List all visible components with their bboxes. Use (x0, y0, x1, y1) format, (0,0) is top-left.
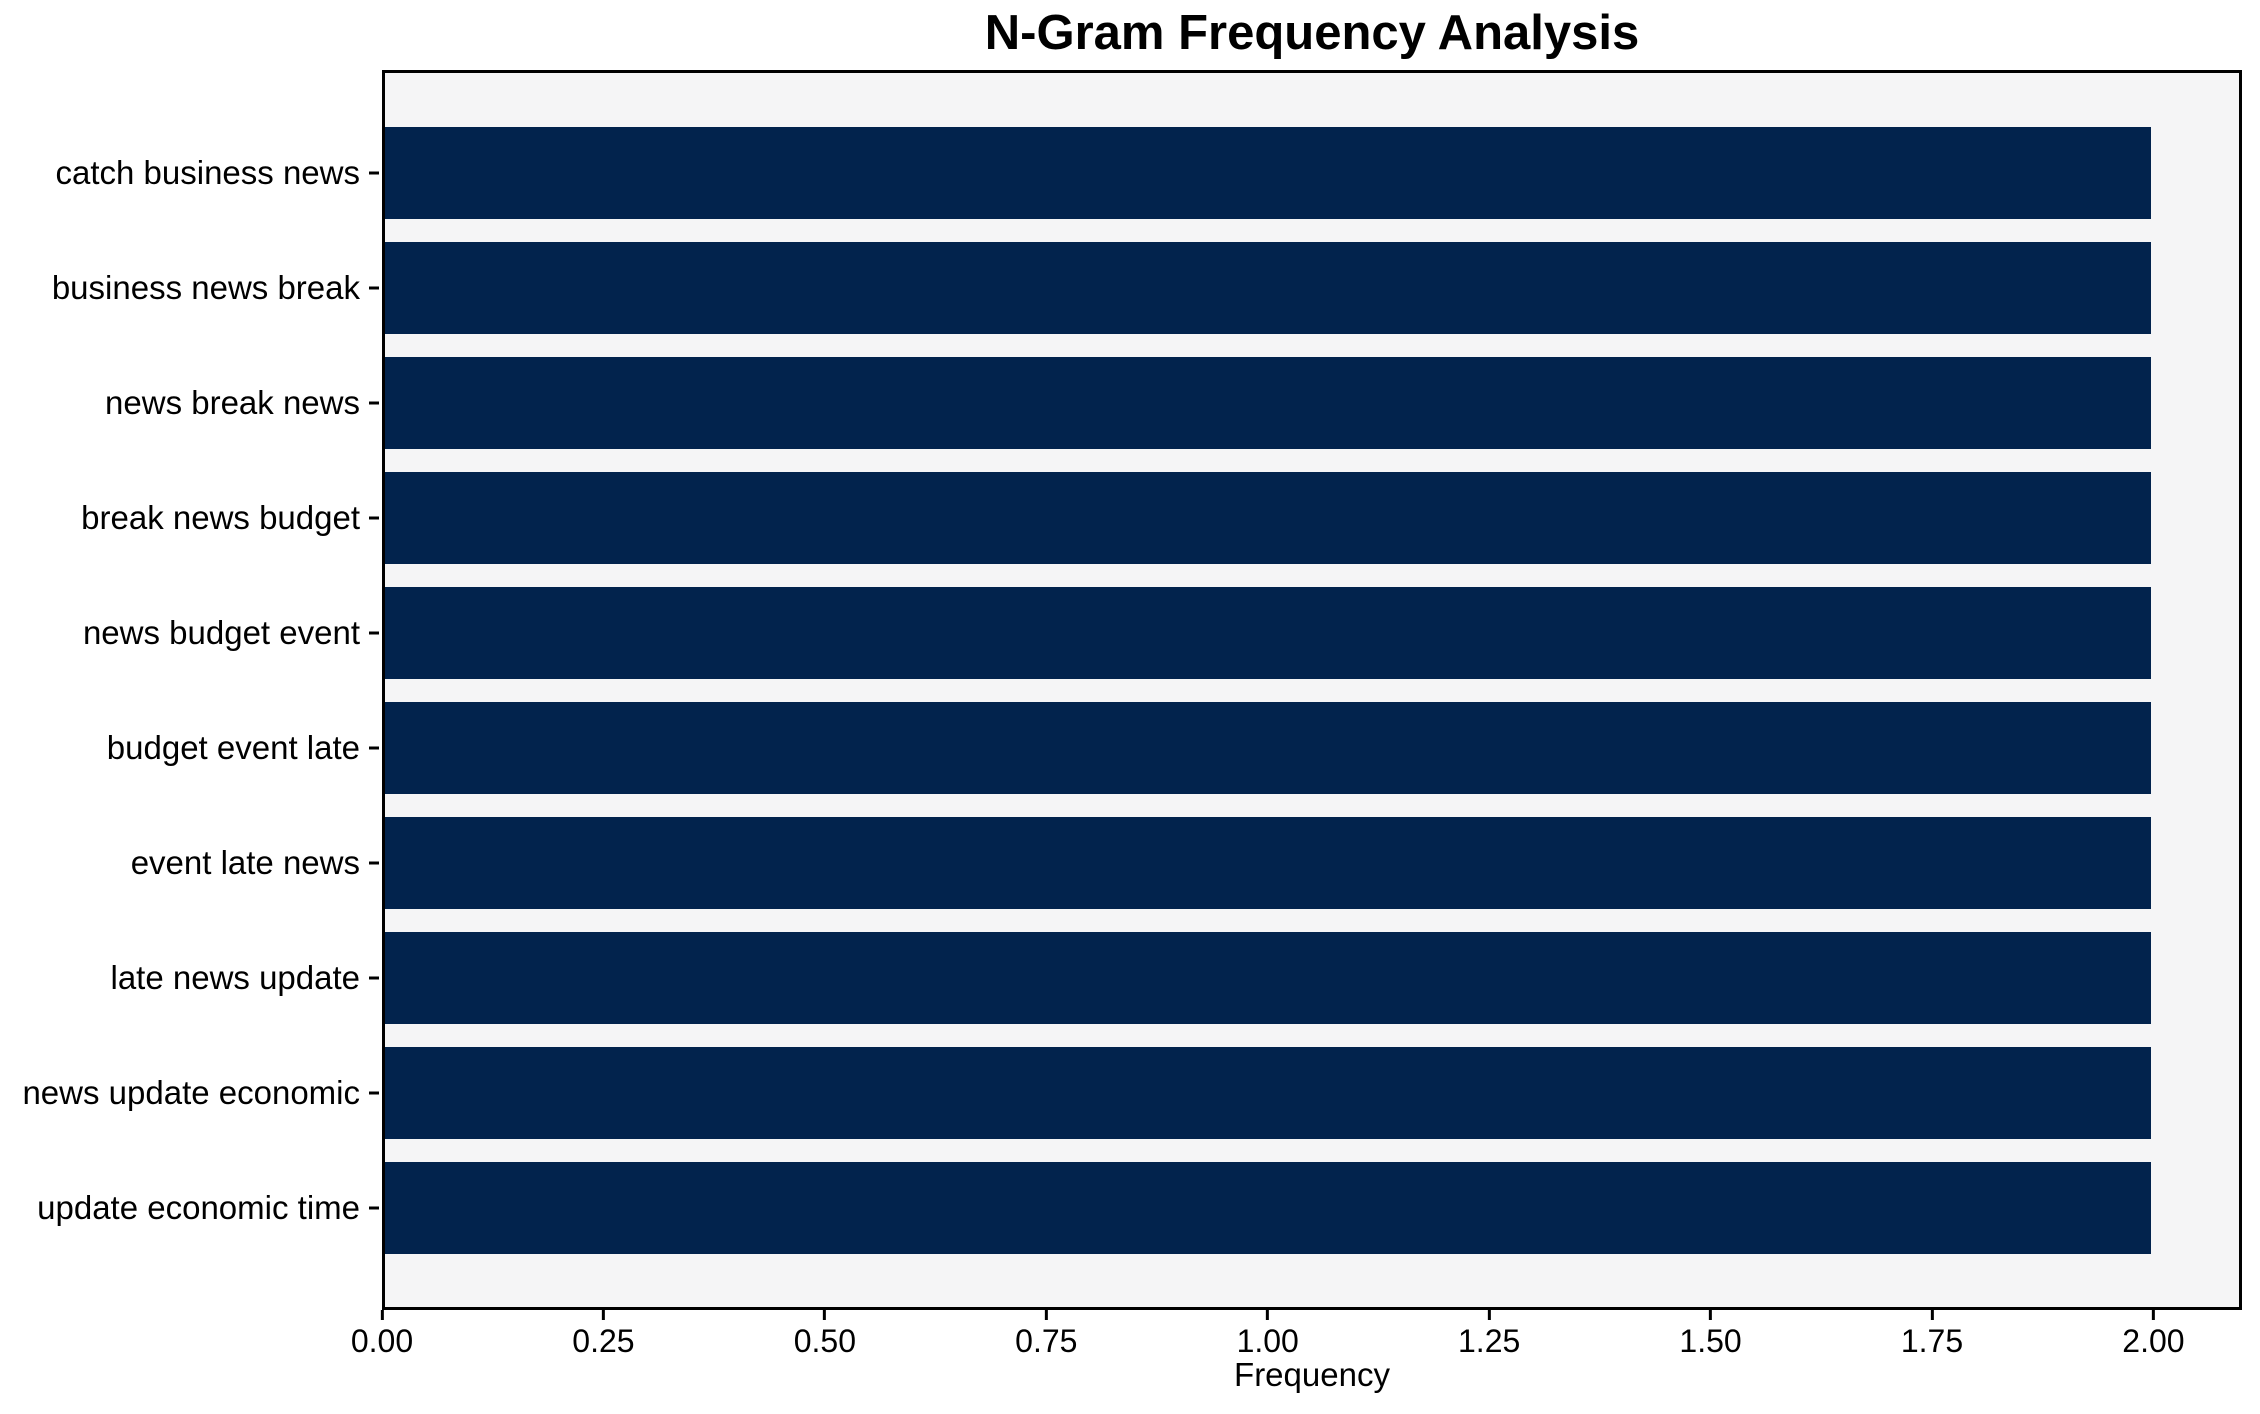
bar (385, 1046, 2151, 1139)
y-tick-mark (369, 516, 379, 519)
bar (385, 701, 2151, 794)
bar (385, 126, 2151, 219)
x-tick-label: 1.00 (1236, 1323, 1299, 1359)
y-tick-mark (369, 171, 379, 174)
y-tick-mark (369, 861, 379, 864)
x-tick-mark (823, 1310, 827, 1320)
y-tick-mark (369, 746, 379, 749)
bar (385, 471, 2151, 564)
y-tick-mark (369, 976, 379, 979)
y-tick-label: budget event late (106, 728, 360, 766)
y-tick-label: late news update (110, 958, 360, 996)
x-tick-label: 2.00 (2122, 1323, 2185, 1359)
y-tick-label: business news break (51, 268, 360, 306)
x-tick: 0.50 (794, 1310, 856, 1360)
x-tick-label: 1.50 (1679, 1323, 1742, 1359)
y-tick-mark (369, 1206, 379, 1209)
x-axis-label: Frequency (1234, 1356, 1390, 1393)
bar-row: news break news (105, 345, 2239, 460)
x-tick: 1.75 (1901, 1310, 1963, 1360)
x-tick-label: 1.75 (1900, 1323, 1964, 1359)
x-tick-mark (1266, 1310, 1270, 1320)
x-tick: 1.25 (1458, 1310, 1520, 1360)
y-tick-label: event late news (130, 843, 360, 881)
y-tick-mark (369, 1091, 379, 1094)
chart-title: N-Gram Frequency Analysis (984, 6, 1640, 60)
y-tick-label: news break news (105, 383, 360, 421)
bar (385, 356, 2151, 449)
x-tick-mark (1930, 1310, 1934, 1320)
x-tick: 1.00 (1237, 1310, 1299, 1360)
bar (385, 241, 2151, 334)
bar-row: business news break (52, 230, 2239, 345)
x-tick-mark (2151, 1310, 2155, 1320)
x-tick-label: 0.00 (350, 1323, 414, 1359)
plot-area: catch business news business news break … (22, 70, 2242, 1310)
x-tick-label: 0.50 (793, 1323, 856, 1359)
y-tick-label: news update economic (22, 1073, 360, 1111)
bar (385, 816, 2151, 909)
y-tick-mark (369, 286, 379, 289)
x-tick-mark (380, 1310, 384, 1320)
bar-row: news budget event (83, 575, 2239, 690)
x-tick-mark (1709, 1310, 1713, 1320)
bar-row: budget event late (107, 690, 2239, 805)
y-tick-mark (369, 401, 379, 404)
y-tick-label: catch business news (55, 153, 361, 191)
x-tick-label: 1.25 (1458, 1323, 1521, 1359)
x-axis: 0.00 0.25 0.50 0.75 1.00 1.25 1.50 1.75 … (351, 1310, 2242, 1370)
x-tick: 2.00 (2122, 1310, 2185, 1360)
y-tick-mark (369, 631, 379, 634)
x-tick-mark (1044, 1310, 1048, 1320)
x-tick-label: 0.75 (1015, 1323, 1078, 1359)
bar-row: update economic time (37, 1150, 2239, 1265)
bar-row: event late news (131, 805, 2239, 920)
y-tick-label: news budget event (82, 613, 360, 651)
bar (385, 586, 2151, 679)
x-tick: 0.75 (1015, 1310, 1077, 1360)
bar (385, 1161, 2151, 1254)
bar (385, 931, 2151, 1024)
x-tick-label: 0.25 (572, 1323, 635, 1359)
bar-row: late news update (110, 920, 2239, 1035)
x-tick: 1.50 (1679, 1310, 1742, 1360)
y-tick-label: update economic time (37, 1188, 360, 1226)
x-tick-mark (601, 1310, 605, 1320)
bar-row: catch business news (56, 115, 2239, 230)
x-tick-mark (1487, 1310, 1491, 1320)
x-tick: 0.25 (572, 1310, 635, 1360)
bar-row: break news budget (81, 460, 2239, 575)
x-tick: 0.00 (351, 1310, 413, 1360)
y-tick-label: break news budget (81, 498, 360, 536)
bar-row: news update economic (22, 1035, 2239, 1150)
